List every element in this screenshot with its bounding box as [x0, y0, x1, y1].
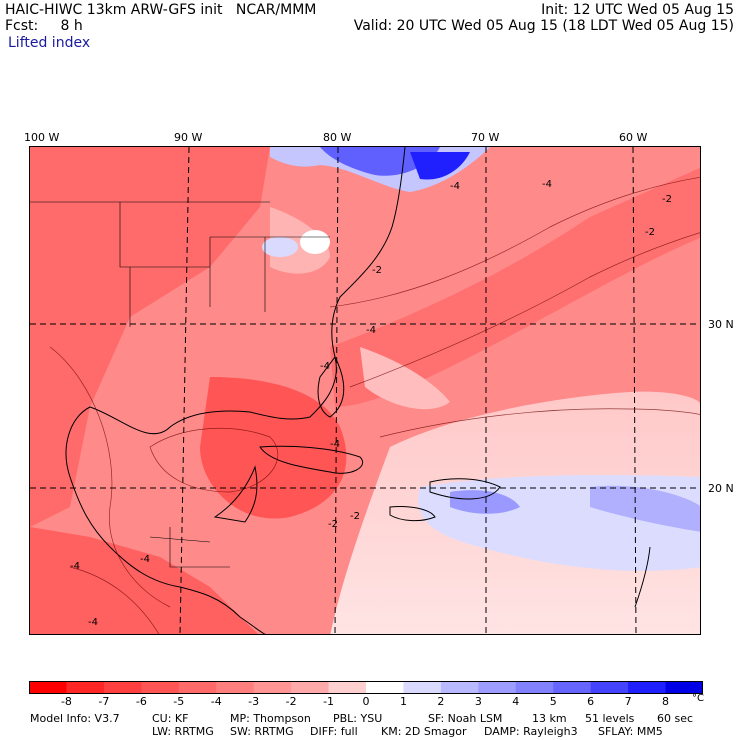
lat-lon-grid — [30, 147, 700, 634]
colorbar-tick-label: 7 — [624, 695, 632, 708]
colorbar-tick-label: -8 — [60, 695, 72, 708]
colorbar-swatch — [628, 681, 667, 694]
colorbar-swatch — [590, 681, 629, 694]
colorbar-tick-label: -7 — [98, 695, 110, 708]
colorbar-swatch — [29, 681, 67, 694]
sw-scheme: SW: RRTMG — [230, 725, 294, 738]
colorbar-swatch — [366, 681, 404, 694]
contour-label: -4 — [70, 561, 80, 572]
colorbar-tick-label: 3 — [474, 695, 482, 708]
colorbar-tick-label: 4 — [512, 695, 520, 708]
contour-label: -4 — [366, 325, 376, 336]
resolution: 13 km — [532, 712, 567, 725]
diff-option: DIFF: full — [310, 725, 358, 738]
mp-scheme: MP: Thompson — [230, 712, 311, 725]
lon-label-60w: 60 W — [619, 131, 648, 144]
contour-lines — [49, 176, 700, 634]
colorbar-tick-label: -5 — [173, 695, 185, 708]
field-name: Lifted index — [8, 35, 91, 51]
lat-label-20n: 20 N — [708, 482, 734, 495]
header-title-line: HAIC-HIWC 13km ARW-GFS init NCAR/MMM — [5, 2, 316, 18]
colorbar-swatch — [440, 681, 479, 694]
colorbar-unit: °C — [692, 693, 704, 704]
colorbar-swatch — [253, 681, 292, 694]
lat-label-30n: 30 N — [708, 318, 734, 331]
time-step: 60 sec — [657, 712, 694, 725]
colorbar-tick-label: 1 — [399, 695, 407, 708]
colorbar-tick-label: -1 — [323, 695, 335, 708]
colorbar-swatch — [103, 681, 142, 694]
colorbar-tick-label: -4 — [210, 695, 222, 708]
contour-label: -4 — [330, 439, 340, 450]
field-gulf-core — [200, 377, 347, 519]
forecast-hour: Fcst: 8 h — [5, 18, 83, 34]
vertical-levels: 51 levels — [585, 712, 635, 725]
colorbar-border — [29, 681, 703, 694]
colorbar-tick-label: 2 — [437, 695, 445, 708]
cu-scheme: CU: KF — [152, 712, 189, 725]
contour-label-group: -4 -4 -2 -2 -2 -4 -4 -4 -2 -2 -4 -4 -4 — [70, 179, 672, 628]
colorbar-swatch — [403, 681, 442, 694]
colorbar-tick-label: -6 — [135, 695, 147, 708]
colorbar-swatch — [478, 681, 517, 694]
political-borders — [30, 201, 330, 568]
lifted-index-map: -4 -4 -2 -2 -2 -4 -4 -4 -2 -2 -4 -4 -4 — [29, 146, 701, 635]
init-time: Init: 12 UTC Wed 05 Aug 15 — [541, 2, 734, 18]
field-east-blue — [590, 485, 700, 532]
pbl-scheme: PBL: YSU — [333, 712, 383, 725]
field-north-deep-blue — [410, 152, 470, 180]
contour-label: -2 — [662, 194, 672, 205]
colorbar-tick-label: 8 — [662, 695, 670, 708]
colorbar-tick-label: -2 — [285, 695, 297, 708]
contour-label: -2 — [350, 511, 360, 522]
sflay-option: SFLAY: MM5 — [598, 725, 663, 738]
sf-scheme: SF: Noah LSM — [428, 712, 503, 725]
map-canvas: -4 -4 -2 -2 -2 -4 -4 -4 -2 -2 -4 -4 -4 — [30, 147, 700, 634]
field-north-blue — [320, 147, 440, 176]
colorbar-tick-label: 6 — [587, 695, 595, 708]
coastlines — [65, 147, 651, 634]
field-spot-2 — [300, 230, 330, 254]
field-spot-1 — [262, 237, 298, 257]
field-hispaniola-blue — [450, 490, 520, 514]
contour-label: -2 — [372, 265, 382, 276]
colorbar-swatch — [216, 681, 255, 694]
contour-label: -4 — [88, 617, 98, 628]
lon-label-90w: 90 W — [174, 131, 203, 144]
colorbar-swatch — [328, 681, 367, 694]
field-southeast-pink — [270, 207, 330, 274]
colorbar-swatch — [515, 681, 554, 694]
contour-label: -4 — [542, 179, 552, 190]
lon-label-100w: 100 W — [24, 131, 60, 144]
colorbar-swatch — [553, 681, 592, 694]
contour-label: -2 — [328, 519, 338, 530]
valid-time: Valid: 20 UTC Wed 05 Aug 15 (18 LDT Wed … — [353, 18, 734, 34]
field-atlantic-band — [330, 167, 700, 407]
colorbar-tick-label: 0 — [362, 695, 370, 708]
colorbar-tick-label: 5 — [549, 695, 557, 708]
contour-label: -2 — [645, 227, 655, 238]
lw-scheme: LW: RRTMG — [152, 725, 214, 738]
colorbar-swatch — [178, 681, 217, 694]
colorbar-swatch — [141, 681, 180, 694]
field-florida-pink — [360, 347, 450, 410]
lon-label-70w: 70 W — [471, 131, 500, 144]
colorbar-swatch — [665, 681, 703, 694]
damp-option: DAMP: Rayleigh3 — [484, 725, 578, 738]
colorbar-tick-label: -3 — [248, 695, 260, 708]
contour-label: -4 — [450, 181, 460, 192]
colorbar — [29, 681, 703, 694]
model-title: HAIC-HIWC 13km ARW-GFS init — [5, 2, 223, 18]
lon-label-80w: 80 W — [323, 131, 352, 144]
colorbar-swatch — [291, 681, 330, 694]
colorbar-swatch — [66, 681, 105, 694]
km-option: KM: 2D Smagor — [381, 725, 467, 738]
org-label: NCAR/MMM — [235, 2, 317, 18]
contour-label: -4 — [320, 361, 330, 372]
field-central-america — [30, 527, 258, 634]
model-version: Model Info: V3.7 — [30, 712, 120, 725]
contour-label: -4 — [140, 554, 150, 565]
